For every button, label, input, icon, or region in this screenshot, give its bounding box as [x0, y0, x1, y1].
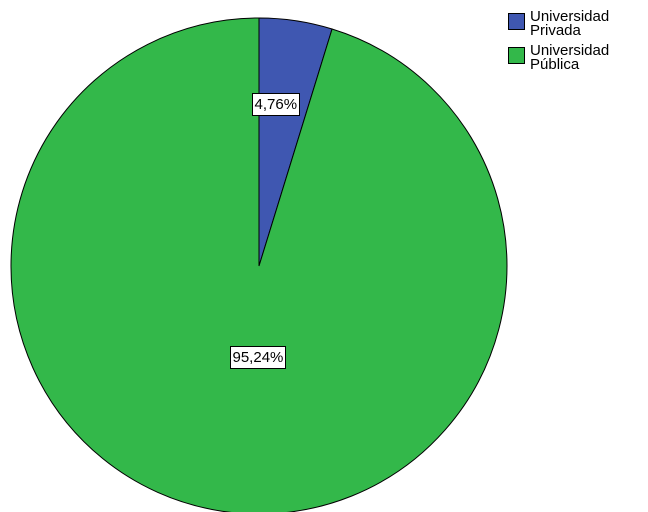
legend-item-universidad-publica: Universidad Pública	[508, 42, 610, 73]
legend-label-universidad-publica: Universidad Pública	[530, 42, 610, 73]
legend-swatch-universidad-privada	[508, 13, 525, 30]
legend-item-universidad-privada: Universidad Privada	[508, 8, 610, 39]
legend-label-universidad-privada: Universidad Privada	[530, 8, 610, 39]
slice-label-universidad-privada: 4,76%	[251, 92, 301, 116]
slice-label-universidad-publica: 95,24%	[229, 345, 287, 369]
chart-legend: Universidad Privada Universidad Pública	[508, 8, 610, 78]
legend-swatch-universidad-publica	[508, 47, 525, 64]
slice-universidad-publica	[10, 17, 508, 512]
